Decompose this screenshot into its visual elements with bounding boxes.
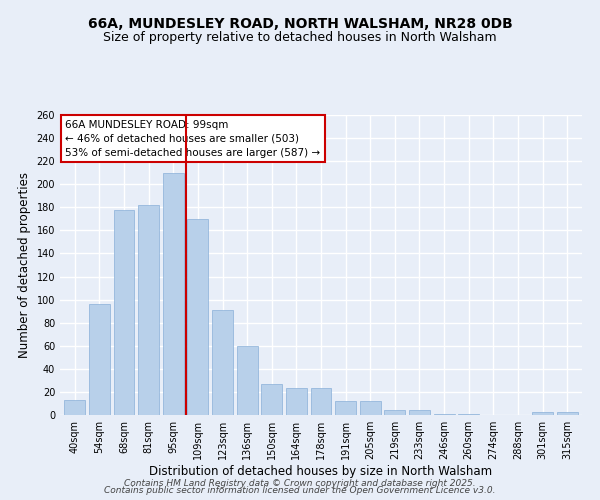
- Bar: [286, 388, 307, 415]
- Bar: [385, 410, 406, 415]
- Bar: [113, 210, 134, 415]
- Bar: [335, 401, 356, 415]
- X-axis label: Distribution of detached houses by size in North Walsham: Distribution of detached houses by size …: [149, 465, 493, 478]
- Bar: [409, 410, 430, 415]
- Text: 66A, MUNDESLEY ROAD, NORTH WALSHAM, NR28 0DB: 66A, MUNDESLEY ROAD, NORTH WALSHAM, NR28…: [88, 18, 512, 32]
- Bar: [557, 412, 578, 415]
- Bar: [236, 346, 257, 415]
- Y-axis label: Number of detached properties: Number of detached properties: [18, 172, 31, 358]
- Bar: [458, 414, 479, 415]
- Text: Contains HM Land Registry data © Crown copyright and database right 2025.: Contains HM Land Registry data © Crown c…: [124, 478, 476, 488]
- Bar: [360, 401, 381, 415]
- Text: Size of property relative to detached houses in North Walsham: Size of property relative to detached ho…: [103, 31, 497, 44]
- Bar: [138, 205, 159, 415]
- Bar: [212, 310, 233, 415]
- Bar: [187, 219, 208, 415]
- Bar: [311, 388, 331, 415]
- Bar: [89, 304, 110, 415]
- Bar: [261, 384, 282, 415]
- Bar: [163, 172, 184, 415]
- Text: Contains public sector information licensed under the Open Government Licence v3: Contains public sector information licen…: [104, 486, 496, 495]
- Bar: [434, 414, 455, 415]
- Bar: [532, 412, 553, 415]
- Bar: [64, 400, 85, 415]
- Text: 66A MUNDESLEY ROAD: 99sqm
← 46% of detached houses are smaller (503)
53% of semi: 66A MUNDESLEY ROAD: 99sqm ← 46% of detac…: [65, 120, 320, 158]
